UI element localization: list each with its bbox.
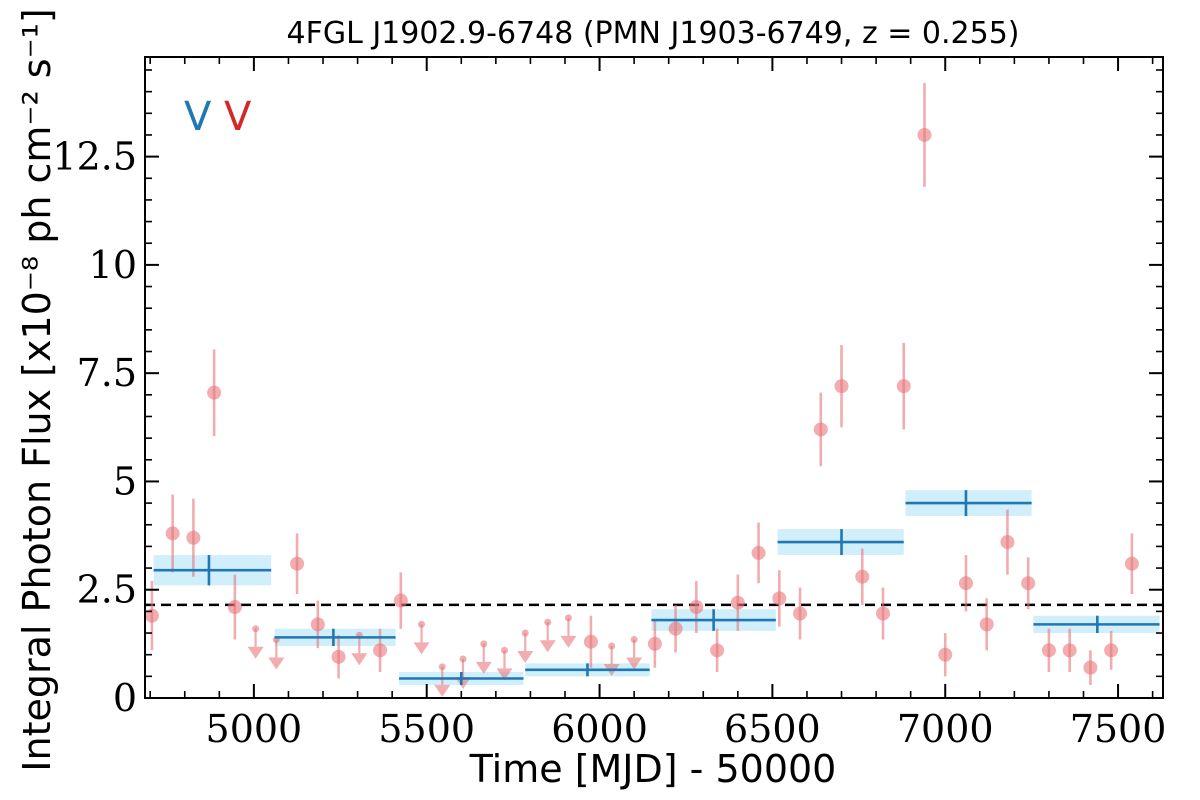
detection-point-3 (186, 530, 201, 545)
detection-point-16 (730, 595, 745, 610)
upper-limit-cap-9 (521, 629, 529, 637)
y-tick-label-1: 0 (113, 676, 137, 720)
detection-point-34 (1104, 643, 1119, 658)
detection-point-33 (1083, 660, 1098, 675)
y-tick-label-5: 10 (89, 243, 137, 287)
detection-point-26 (938, 647, 953, 662)
detection-point-10 (393, 593, 408, 608)
upper-limit-cap-4 (418, 620, 426, 628)
detection-point-23 (876, 606, 891, 621)
upper-limit-arrow-6 (455, 677, 472, 690)
detection-point-14 (689, 600, 704, 615)
upper-limit-cap-12 (608, 642, 616, 650)
x-tick-label-5: 7000 (897, 707, 994, 751)
detection-point-30 (1021, 576, 1036, 591)
upper-limit-arrow-3 (351, 653, 368, 666)
upper-limit-cap-13 (630, 636, 638, 644)
y-tick-label-6: 12.5 (52, 135, 137, 179)
detection-point-5 (227, 600, 242, 615)
detection-point-1 (145, 608, 159, 623)
x-tick-label-4: 6500 (724, 707, 821, 751)
y-tick-label-2: 2.5 (77, 568, 137, 612)
upper-limit-cap-11 (564, 614, 572, 622)
detection-point-4 (207, 385, 222, 400)
upper-limit-arrow-13 (626, 657, 643, 670)
upper-limit-arrow-8 (496, 668, 513, 681)
detection-point-22 (855, 569, 870, 584)
detection-point-18 (772, 591, 787, 606)
detection-point-31 (1041, 643, 1056, 658)
detection-point-6 (290, 556, 305, 571)
upper-limit-arrow-9 (517, 651, 534, 664)
detection-point-2 (165, 526, 180, 541)
x-tick-label-6: 7500 (1070, 707, 1167, 751)
upper-limit-arrow-4 (413, 642, 430, 655)
upper-limit-arrow-1 (247, 646, 264, 659)
detection-point-7 (310, 617, 325, 632)
upper-limit-cap-6 (459, 655, 467, 663)
upper-limit-arrow-5 (434, 684, 451, 697)
plot-layer (145, 82, 1163, 697)
upper-limit-cap-8 (500, 646, 508, 654)
detection-point-28 (979, 617, 994, 632)
plot-frame (144, 56, 1164, 699)
detection-point-20 (813, 422, 828, 437)
upper-limit-arrow-11 (560, 635, 577, 648)
detection-point-17 (751, 545, 766, 560)
legend-entry-2: V (224, 94, 252, 140)
upper-limit-cap-10 (544, 618, 552, 626)
legend-entry-1: V (184, 94, 212, 140)
detection-point-9 (373, 643, 388, 658)
x-tick-label-3: 6000 (551, 707, 648, 751)
upper-limit-arrow-7 (475, 661, 492, 674)
x-axis-label: Time [MJD] - 50000 (469, 747, 837, 791)
detection-point-13 (668, 621, 683, 636)
detection-point-12 (647, 636, 662, 651)
chart-title: 4FGL J1902.9-6748 (PMN J1903-6749, z = 0… (286, 16, 1019, 51)
detection-point-21 (834, 379, 849, 394)
axes-layer: 5000 5500 6000 6500 7000 7500 0 2.5 5 7.5 10 12.5 V V (52, 56, 1167, 751)
detection-point-11 (583, 634, 598, 649)
x-tick-label-1: 5000 (206, 707, 303, 751)
y-tick-label-3: 5 (113, 459, 137, 503)
plot-area (145, 82, 1163, 697)
detection-point-19 (793, 606, 808, 621)
y-axis-label: Integral Photon Flux [x10⁻⁸ ph cm⁻² s⁻¹] (15, 8, 59, 771)
upper-limit-cap-7 (480, 640, 488, 648)
upper-limit-cap-1 (252, 625, 260, 633)
upper-limit-cap-5 (438, 663, 446, 671)
detection-point-15 (710, 643, 725, 658)
upper-limit-arrow-10 (539, 640, 556, 653)
detection-point-29 (1000, 535, 1015, 550)
detection-point-25 (917, 127, 932, 142)
x-tick-label-2: 5500 (378, 707, 475, 751)
detection-point-8 (331, 649, 346, 664)
detection-point-32 (1062, 643, 1077, 658)
detection-point-35 (1124, 556, 1139, 571)
detection-point-24 (896, 379, 911, 394)
detection-point-27 (958, 576, 973, 591)
y-tick-label-4: 7.5 (77, 351, 137, 395)
upper-limit-arrow-2 (268, 657, 285, 670)
